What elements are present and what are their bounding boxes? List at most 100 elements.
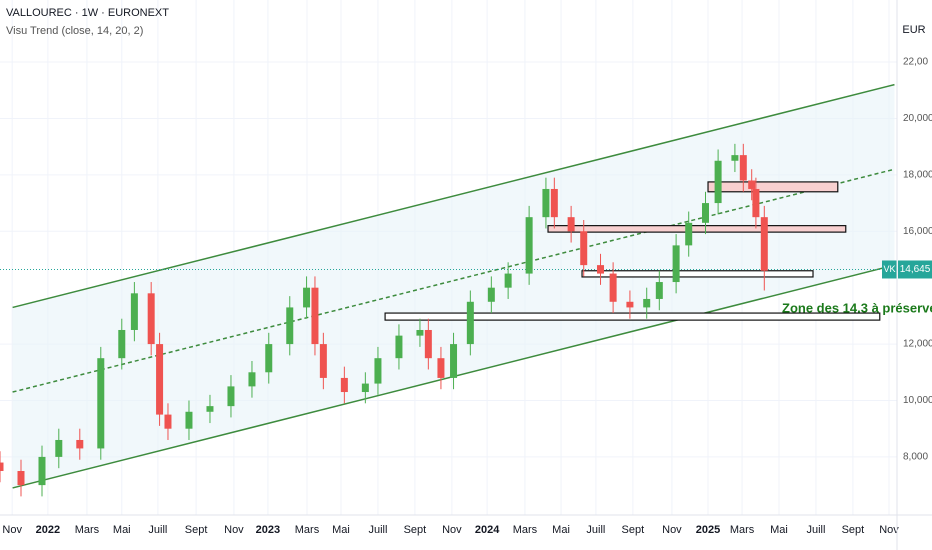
symbol-label: VK <box>883 264 895 274</box>
candle-body <box>416 329 424 336</box>
x-tick-label: Juill <box>586 524 605 536</box>
candle-body <box>542 188 550 218</box>
x-tick-label: Sept <box>404 524 427 536</box>
candle-body <box>714 160 722 204</box>
x-tick-label: Mars <box>75 524 100 536</box>
candles <box>0 143 768 497</box>
x-tick-label: Nov <box>442 524 462 536</box>
labels: Nov 2022 Mars Mai Juill Sept Nov 2023 Mars Mai Jui… <box>2 57 932 536</box>
x-tick-label: Mars <box>513 524 538 536</box>
currency-label[interactable]: EUR <box>902 24 925 36</box>
x-tick-label: Nov <box>224 524 244 536</box>
candle-body <box>206 406 214 412</box>
candle-body <box>38 456 46 486</box>
x-tick-label: Mai <box>552 524 570 536</box>
candle-body <box>597 265 605 274</box>
candle-body <box>685 222 693 246</box>
candle-body <box>748 180 756 189</box>
x-tick-label: Mai <box>113 524 131 536</box>
candle-body <box>580 231 588 266</box>
channel-upper <box>12 83 895 309</box>
candle-body <box>739 155 747 181</box>
chart-title: VALLOUREC · 1W · EURONEXT <box>6 7 169 19</box>
candle-body <box>395 335 403 359</box>
x-tick-label: 2022 <box>36 524 60 536</box>
candle-body <box>319 344 327 378</box>
candle-body <box>0 462 4 472</box>
candle-body <box>374 358 382 384</box>
x-tick-label: Nov <box>2 524 22 536</box>
y-tick-label: 8,000 <box>903 452 928 463</box>
y-tick-label: 22,00 <box>903 57 928 68</box>
candle-body <box>626 301 634 308</box>
candle-body <box>340 377 348 393</box>
x-tick-label: 2024 <box>475 524 500 536</box>
candle-body <box>466 301 474 345</box>
candle-body <box>185 411 193 429</box>
candle-body <box>504 273 512 288</box>
y-tick-label: 16,000 <box>903 226 932 237</box>
candle-body <box>227 386 235 407</box>
annotation: Zone des 14.3 à préserver <box>782 300 932 315</box>
candle-body <box>567 217 575 232</box>
x-tick-label: Juill <box>148 524 167 536</box>
x-tick-label: Nov <box>662 524 682 536</box>
candle-body <box>164 414 172 429</box>
x-tick-label: 2025 <box>696 524 720 536</box>
x-tick-label: Mai <box>770 524 788 536</box>
candle-body <box>130 293 138 330</box>
y-tick-label: 10,000 <box>903 395 932 406</box>
x-tick-label: Sept <box>622 524 645 536</box>
candle-body <box>609 273 617 302</box>
y-tick-label: 20,000 <box>903 113 932 124</box>
candle-body <box>643 298 651 308</box>
candle-body <box>702 203 710 223</box>
candle-body <box>550 188 558 218</box>
candle-body <box>97 358 105 449</box>
candle-body <box>525 217 533 274</box>
candle-body <box>311 287 319 345</box>
x-tick-label: Mai <box>332 524 350 536</box>
x-tick-label: Mars <box>730 524 755 536</box>
channel-middle <box>12 168 895 393</box>
candle-body <box>760 217 768 271</box>
candle-body <box>118 329 126 359</box>
x-tick-label: Sept <box>185 524 208 536</box>
x-tick-label: 2023 <box>256 524 280 536</box>
zone <box>707 181 839 193</box>
candle-body <box>147 293 155 345</box>
candle-body <box>76 439 84 449</box>
y-tick-label: 12,000 <box>903 339 932 350</box>
x-tick-label: Juill <box>806 524 825 536</box>
symbol-badge <box>882 260 897 279</box>
candle-body <box>655 282 663 299</box>
candle-body <box>672 245 680 283</box>
candle-body <box>361 383 369 393</box>
indicator-label: Visu Trend (close, 14, 20, 2) <box>6 25 143 37</box>
zone <box>384 312 881 321</box>
x-tick-label: Juill <box>368 524 387 536</box>
candle-body <box>303 287 311 308</box>
candle-body <box>424 329 432 359</box>
x-tick-label: Nov <box>879 524 899 536</box>
candle-body <box>487 287 495 302</box>
candle-body <box>437 358 445 378</box>
zone <box>581 270 814 278</box>
y-tick-label: 18,000 <box>903 170 932 181</box>
x-tick-label: Sept <box>842 524 865 536</box>
candle-body <box>55 439 63 457</box>
candle-body <box>156 344 164 415</box>
candle-body <box>265 344 273 373</box>
candle-body <box>752 188 760 218</box>
candle-body <box>286 307 294 345</box>
candle-body <box>17 471 25 486</box>
x-tick-label: Mars <box>295 524 320 536</box>
last-price-label: 14,645 <box>900 264 931 275</box>
candle-body <box>450 344 458 378</box>
candle-body <box>731 155 739 161</box>
zone <box>547 225 847 233</box>
price-badge <box>898 260 932 279</box>
candle-body <box>248 372 256 387</box>
